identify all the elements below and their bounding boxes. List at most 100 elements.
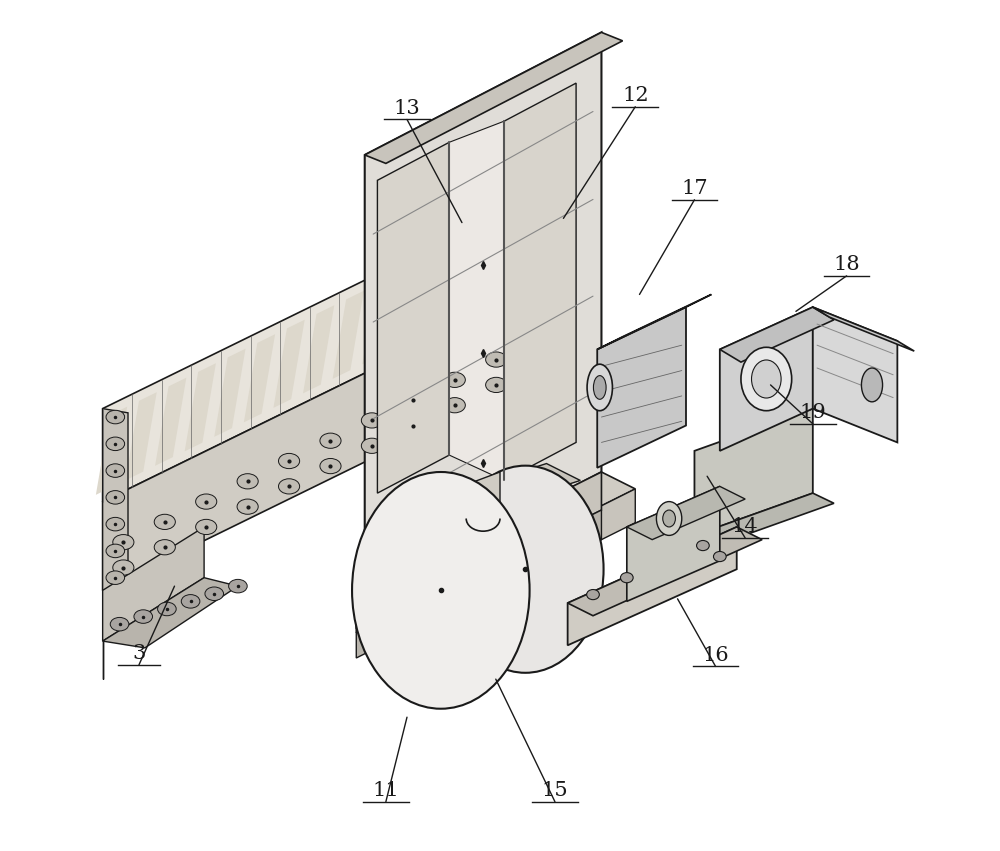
- Polygon shape: [481, 218, 512, 306]
- Ellipse shape: [158, 603, 176, 616]
- Ellipse shape: [106, 490, 125, 504]
- Ellipse shape: [237, 474, 258, 489]
- Text: 3: 3: [132, 644, 146, 663]
- Ellipse shape: [447, 465, 604, 673]
- Polygon shape: [103, 527, 204, 641]
- Text: 15: 15: [542, 781, 568, 800]
- Ellipse shape: [403, 418, 424, 433]
- Polygon shape: [694, 408, 813, 535]
- Polygon shape: [362, 277, 393, 364]
- Polygon shape: [365, 32, 601, 595]
- Ellipse shape: [352, 472, 530, 709]
- Polygon shape: [96, 407, 127, 494]
- Ellipse shape: [237, 499, 258, 514]
- Polygon shape: [303, 306, 334, 393]
- Ellipse shape: [593, 375, 606, 399]
- Ellipse shape: [620, 573, 633, 583]
- Polygon shape: [568, 527, 762, 616]
- Ellipse shape: [205, 587, 224, 601]
- Ellipse shape: [361, 413, 382, 428]
- Polygon shape: [627, 487, 745, 540]
- Ellipse shape: [278, 454, 300, 469]
- Text: 19: 19: [799, 403, 826, 422]
- Text: 14: 14: [732, 517, 758, 536]
- Ellipse shape: [656, 501, 682, 535]
- Polygon shape: [466, 472, 500, 531]
- Polygon shape: [103, 578, 238, 648]
- Ellipse shape: [361, 438, 382, 454]
- Polygon shape: [155, 378, 186, 465]
- Ellipse shape: [752, 360, 781, 398]
- Polygon shape: [390, 489, 635, 645]
- Polygon shape: [333, 291, 364, 379]
- Ellipse shape: [486, 352, 507, 367]
- Ellipse shape: [444, 372, 465, 387]
- Ellipse shape: [320, 459, 341, 474]
- Ellipse shape: [587, 590, 599, 600]
- Polygon shape: [356, 595, 390, 645]
- Ellipse shape: [106, 571, 125, 585]
- Ellipse shape: [741, 347, 792, 411]
- Polygon shape: [365, 32, 623, 163]
- Ellipse shape: [134, 610, 153, 623]
- Polygon shape: [451, 232, 482, 321]
- Polygon shape: [421, 248, 453, 335]
- Ellipse shape: [106, 464, 125, 477]
- Polygon shape: [214, 349, 246, 437]
- Ellipse shape: [106, 410, 125, 424]
- Ellipse shape: [320, 433, 341, 448]
- Polygon shape: [185, 363, 216, 451]
- Ellipse shape: [106, 544, 125, 557]
- Ellipse shape: [113, 534, 134, 550]
- Ellipse shape: [106, 437, 125, 450]
- Polygon shape: [449, 121, 504, 481]
- Ellipse shape: [663, 510, 675, 527]
- Polygon shape: [720, 307, 813, 451]
- Ellipse shape: [713, 551, 726, 562]
- Polygon shape: [597, 307, 686, 468]
- Ellipse shape: [278, 479, 300, 494]
- Polygon shape: [454, 464, 580, 510]
- Ellipse shape: [486, 377, 507, 392]
- Text: 18: 18: [833, 255, 860, 274]
- Polygon shape: [103, 299, 517, 591]
- Ellipse shape: [181, 595, 200, 608]
- Polygon shape: [392, 262, 423, 350]
- Polygon shape: [356, 472, 601, 632]
- Ellipse shape: [154, 514, 175, 529]
- Text: 16: 16: [702, 646, 729, 665]
- Polygon shape: [504, 83, 576, 481]
- Ellipse shape: [196, 494, 217, 509]
- Ellipse shape: [403, 392, 424, 408]
- Polygon shape: [551, 510, 601, 565]
- Polygon shape: [720, 307, 834, 362]
- Polygon shape: [244, 334, 275, 422]
- Polygon shape: [694, 493, 834, 545]
- Ellipse shape: [110, 618, 129, 631]
- Text: 12: 12: [622, 86, 649, 106]
- Ellipse shape: [697, 540, 709, 551]
- Polygon shape: [103, 206, 517, 501]
- Polygon shape: [627, 487, 720, 602]
- Ellipse shape: [229, 580, 247, 593]
- Polygon shape: [813, 307, 914, 351]
- Polygon shape: [356, 472, 635, 612]
- Ellipse shape: [444, 397, 465, 413]
- Polygon shape: [813, 307, 897, 443]
- Text: 17: 17: [681, 180, 708, 198]
- Polygon shape: [377, 142, 449, 493]
- Polygon shape: [125, 392, 157, 480]
- Ellipse shape: [196, 519, 217, 534]
- Ellipse shape: [587, 364, 612, 411]
- Polygon shape: [568, 527, 737, 645]
- Text: 13: 13: [394, 99, 420, 118]
- Ellipse shape: [861, 368, 883, 402]
- Polygon shape: [273, 320, 305, 408]
- Polygon shape: [103, 408, 128, 595]
- Ellipse shape: [113, 560, 134, 575]
- Text: 11: 11: [372, 781, 399, 800]
- Polygon shape: [597, 294, 711, 350]
- Polygon shape: [356, 595, 432, 658]
- Ellipse shape: [154, 540, 175, 555]
- Ellipse shape: [106, 517, 125, 531]
